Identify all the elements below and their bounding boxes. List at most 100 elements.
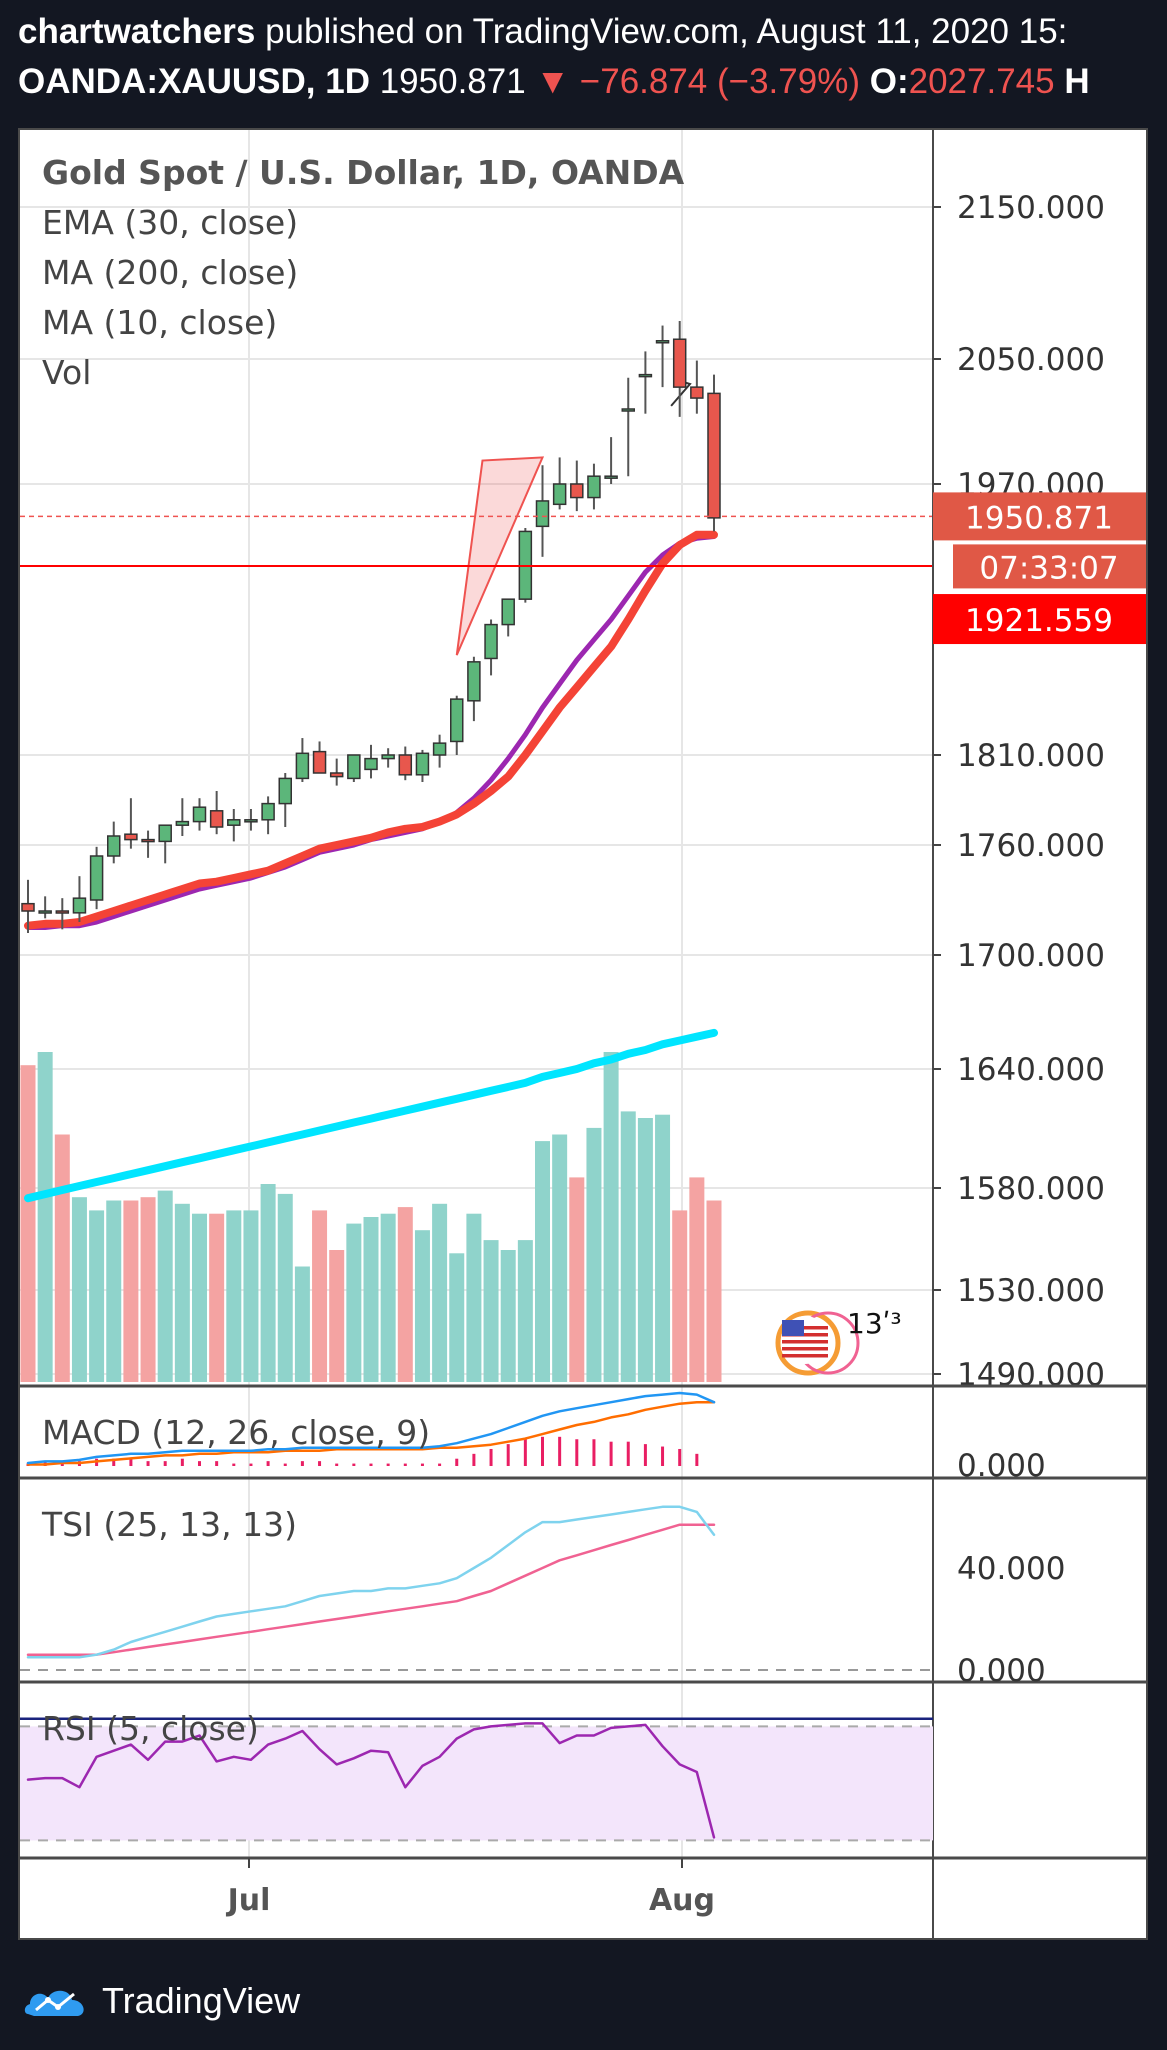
volume-bar bbox=[706, 1200, 722, 1382]
volume-bar bbox=[20, 1065, 36, 1382]
tradingview-brand[interactable]: TradingView bbox=[102, 1980, 301, 2021]
candle-body bbox=[604, 475, 618, 479]
candle-body bbox=[55, 910, 70, 914]
volume-bar bbox=[277, 1193, 293, 1382]
legend-ma10: MA (10, close) bbox=[42, 303, 277, 342]
symbol-label: OANDA:XAUUSD, 1D bbox=[18, 62, 370, 101]
author-name[interactable]: chartwatchers bbox=[18, 12, 256, 51]
price-label: 2050.000 bbox=[957, 342, 1105, 378]
candle-body bbox=[347, 754, 361, 780]
volume-bar bbox=[363, 1217, 379, 1382]
ma200-line bbox=[24, 1028, 718, 1203]
candle-body bbox=[450, 698, 464, 743]
volume-bar bbox=[552, 1134, 568, 1382]
volume-bar bbox=[483, 1240, 499, 1382]
candle-body bbox=[244, 819, 258, 823]
candle-body bbox=[432, 742, 447, 756]
price-change: ▼ −76.874 (−3.79%) bbox=[535, 62, 860, 101]
candle-body bbox=[107, 835, 121, 857]
rsi-band bbox=[20, 1726, 933, 1841]
footer: TradingView bbox=[0, 1940, 1167, 2050]
tsi-signal-line bbox=[26, 1523, 716, 1656]
tsi-label: TSI (25, 13, 13) bbox=[41, 1505, 297, 1544]
candle-body bbox=[261, 802, 275, 821]
price-label: 1640.000 bbox=[957, 1052, 1105, 1088]
candle-body bbox=[535, 500, 550, 528]
flag-stripe bbox=[782, 1354, 828, 1358]
countdown-tag-text: 07:33:07 bbox=[979, 550, 1118, 586]
macd-line bbox=[26, 1391, 716, 1465]
volume-bar bbox=[329, 1250, 345, 1382]
volume-bar bbox=[603, 1052, 619, 1382]
volume-bar bbox=[620, 1111, 636, 1382]
volume-bar bbox=[535, 1141, 550, 1382]
candle-body bbox=[655, 340, 670, 344]
candle-body bbox=[38, 910, 52, 914]
tsi-line bbox=[26, 1505, 716, 1659]
volume-bar bbox=[380, 1213, 396, 1382]
candle-body bbox=[192, 806, 207, 823]
triangle-pattern bbox=[455, 456, 545, 656]
chart-frame[interactable]: 2150.000 2050.000 1970.000 1810.000 1760.000… bbox=[18, 128, 1148, 1940]
volume-bar bbox=[689, 1177, 705, 1382]
countdown-tag bbox=[953, 544, 1146, 589]
published-text: published on TradingView.com, August 11,… bbox=[265, 12, 1068, 51]
candle-body bbox=[638, 373, 653, 378]
rsi-line bbox=[26, 1722, 716, 1839]
us-flag-icon[interactable] bbox=[775, 1310, 860, 1376]
volume-bar bbox=[449, 1253, 465, 1382]
volume-bar bbox=[192, 1213, 207, 1382]
legend-vol: Vol bbox=[42, 353, 91, 392]
candle-body bbox=[381, 754, 395, 760]
volume-bar bbox=[140, 1197, 156, 1382]
candle-body bbox=[672, 338, 687, 388]
macd-signal-line bbox=[26, 1400, 716, 1466]
candle-body bbox=[329, 772, 344, 778]
volume-bar bbox=[500, 1250, 516, 1382]
candle-body bbox=[209, 810, 224, 828]
volume-bar bbox=[174, 1203, 190, 1382]
flag-stripe bbox=[782, 1326, 828, 1330]
volume-bar bbox=[466, 1213, 482, 1382]
badge-ring bbox=[775, 1310, 841, 1376]
high-label: H bbox=[1064, 62, 1090, 101]
volume-bar bbox=[414, 1230, 430, 1382]
candle-body bbox=[707, 392, 721, 519]
candle-body bbox=[295, 752, 310, 780]
tradingview-logo-icon[interactable] bbox=[22, 1980, 94, 2024]
price-label: 1490.000 bbox=[957, 1357, 1105, 1393]
chart-canvas[interactable]: 2150.0002050.0001970.0001810.0001760.000… bbox=[20, 130, 1146, 1938]
volume-bar bbox=[157, 1190, 173, 1382]
candle-body bbox=[570, 483, 584, 499]
candle-body bbox=[72, 897, 87, 914]
candle-body bbox=[141, 838, 155, 843]
candle-body bbox=[227, 819, 241, 826]
legend-ma200: MA (200, close) bbox=[42, 253, 298, 292]
flag-stripe bbox=[782, 1340, 828, 1344]
open-value: 2027.745 bbox=[908, 62, 1055, 101]
legend-title: Gold Spot / U.S. Dollar, 1D, OANDA bbox=[42, 153, 685, 192]
volume-bar bbox=[123, 1200, 139, 1382]
level-tag bbox=[933, 594, 1146, 645]
macd-label: MACD (12, 26, close, 9) bbox=[42, 1413, 430, 1452]
time-label: Jul bbox=[226, 1883, 271, 1918]
candle-body bbox=[501, 598, 515, 626]
tsi-axis-label: 0.000 bbox=[957, 1653, 1046, 1689]
candle-body bbox=[21, 902, 35, 912]
event-badge-text: 13ʹ³ bbox=[847, 1307, 902, 1340]
volume-bar bbox=[637, 1118, 653, 1382]
last-price-tag-text: 1950.871 bbox=[965, 500, 1113, 536]
last-price: 1950.871 bbox=[379, 62, 526, 101]
candle-body bbox=[587, 475, 601, 499]
volume-bar bbox=[346, 1223, 362, 1382]
price-label: 1810.000 bbox=[957, 738, 1105, 774]
volume-bar bbox=[54, 1134, 70, 1382]
volume-bar bbox=[655, 1114, 671, 1382]
candle-body bbox=[312, 750, 327, 774]
volume-bar bbox=[312, 1210, 328, 1382]
price-label: 1580.000 bbox=[957, 1171, 1105, 1207]
volume-bar bbox=[586, 1127, 602, 1382]
candle-body bbox=[552, 483, 567, 506]
candle-body bbox=[484, 623, 498, 660]
publish-line: chartwatchers published on TradingView.c… bbox=[18, 12, 1067, 52]
